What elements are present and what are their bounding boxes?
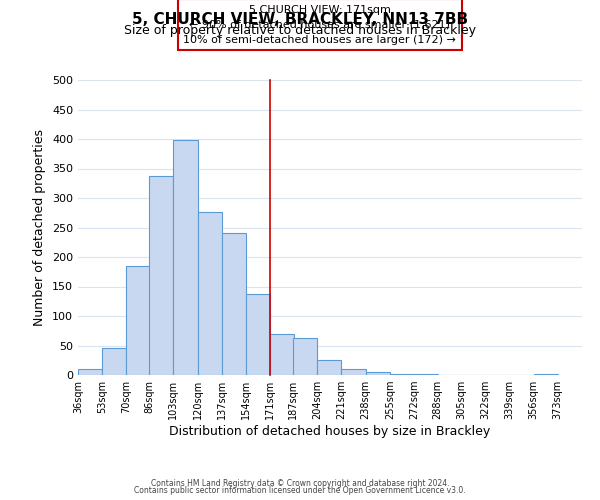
Bar <box>78 369 102 375</box>
Bar <box>341 369 365 375</box>
Bar <box>390 374 414 375</box>
Bar <box>149 176 173 375</box>
Text: Size of property relative to detached houses in Brackley: Size of property relative to detached ho… <box>124 24 476 37</box>
Bar <box>246 294 270 375</box>
Bar <box>533 374 558 375</box>
X-axis label: Distribution of detached houses by size in Brackley: Distribution of detached houses by size … <box>169 425 491 438</box>
Bar <box>127 266 151 375</box>
Bar <box>414 374 438 375</box>
Text: Contains public sector information licensed under the Open Government Licence v3: Contains public sector information licen… <box>134 486 466 495</box>
Bar <box>222 233 246 375</box>
Y-axis label: Number of detached properties: Number of detached properties <box>34 129 46 326</box>
Text: 5 CHURCH VIEW: 171sqm
← 90% of detached houses are smaller (1,621)
10% of semi-d: 5 CHURCH VIEW: 171sqm ← 90% of detached … <box>184 5 457 44</box>
Bar <box>293 338 317 375</box>
Bar <box>197 212 222 375</box>
Bar <box>365 372 390 375</box>
Bar <box>317 360 341 375</box>
Bar <box>270 334 295 375</box>
Bar <box>102 348 127 375</box>
Bar <box>173 140 197 375</box>
Text: Contains HM Land Registry data © Crown copyright and database right 2024.: Contains HM Land Registry data © Crown c… <box>151 478 449 488</box>
Text: 5, CHURCH VIEW, BRACKLEY, NN13 7BB: 5, CHURCH VIEW, BRACKLEY, NN13 7BB <box>132 12 468 28</box>
